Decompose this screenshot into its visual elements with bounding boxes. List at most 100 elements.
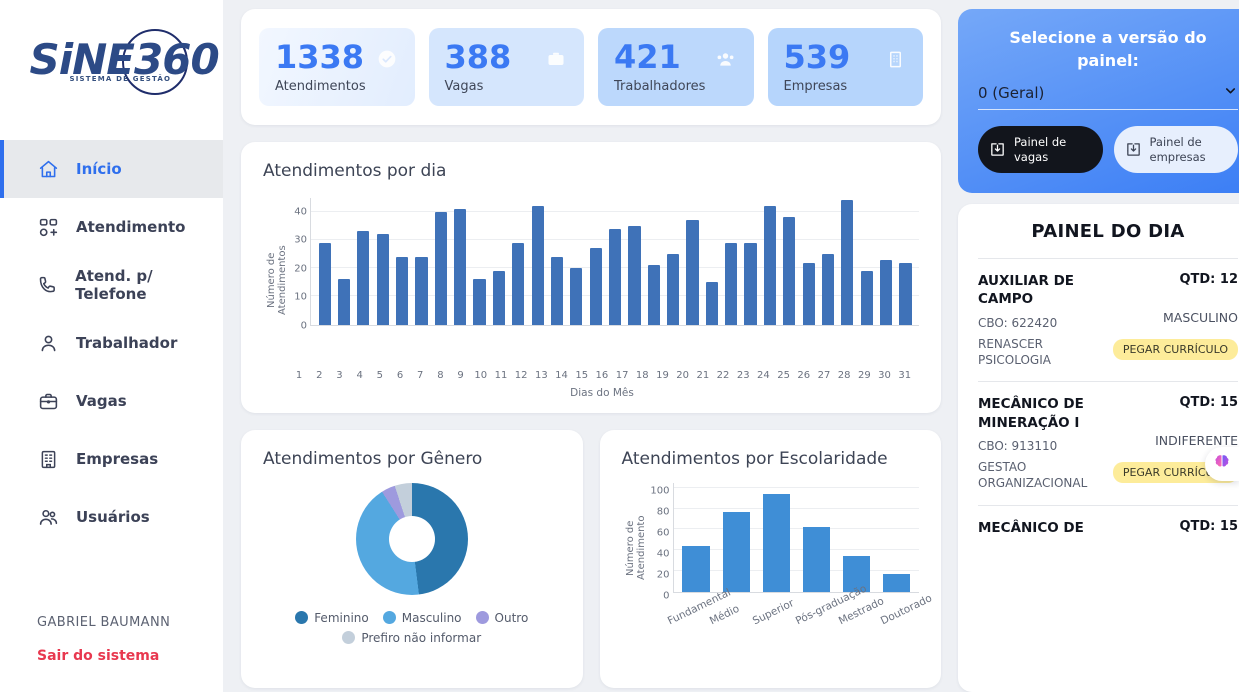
bar[interactable] [376, 234, 389, 325]
sidebar-item-usuarios[interactable]: Usuários [0, 488, 223, 546]
bar-slot [412, 198, 431, 325]
bar[interactable] [647, 265, 660, 325]
legend-item[interactable]: Masculino [382, 611, 462, 625]
logout-link[interactable]: Sair do sistema [37, 648, 160, 664]
bar[interactable] [744, 242, 757, 325]
bar[interactable] [842, 556, 870, 592]
painel-do-dia-card: PAINEL DO DIA AUXILIAR DE CAMPO CBO: 6224… [958, 204, 1239, 692]
legend-item[interactable]: Prefiro não informar [342, 631, 481, 645]
bar[interactable] [589, 248, 602, 325]
bar[interactable] [682, 545, 710, 592]
painel-de-empresas-button[interactable]: Painel de empresas [1113, 126, 1238, 174]
bar[interactable] [725, 242, 738, 325]
current-user-name: GABRIEL BAUMANN [37, 615, 171, 630]
bar[interactable] [357, 231, 370, 325]
gridline [673, 528, 919, 530]
bar[interactable] [686, 220, 699, 325]
x-tick-label: 2 [316, 369, 323, 381]
panel-item[interactable]: MECÂNICO DE QTD: 15 [978, 504, 1238, 550]
bar-slot [586, 198, 605, 325]
bar[interactable] [705, 282, 718, 325]
bar[interactable] [802, 262, 815, 325]
button-label: Painel de vagas [1014, 135, 1067, 164]
version-select[interactable]: 0 (Geral) [978, 83, 1238, 111]
center-column: 1338 Atendimentos 388 Vagas 421 Trabalha… [241, 9, 941, 692]
users-icon [37, 506, 59, 528]
bar-slot [373, 198, 392, 325]
sidebar-item-label: Usuários [76, 508, 150, 526]
bar[interactable] [492, 270, 505, 325]
bar[interactable] [882, 573, 910, 592]
ai-assistant-button[interactable] [1205, 447, 1239, 481]
logo-tagline: SISTEMA DE GESTÃO [69, 75, 172, 83]
bar[interactable] [821, 254, 835, 325]
download-box-icon [1125, 141, 1142, 158]
bar[interactable] [531, 206, 544, 325]
sidebar-footer: GABRIEL BAUMANN Sair do sistema [37, 615, 170, 664]
bar[interactable] [570, 268, 583, 325]
escolaridade-plot-area: Número de Atendimento 0 20 40 60 80 100 [622, 482, 919, 613]
panel-item-gender: MASCULINO [1163, 310, 1238, 326]
bar[interactable] [628, 225, 641, 325]
y-tick-label: 20 [656, 569, 670, 581]
stat-card-atendimentos[interactable]: 1338 Atendimentos [259, 28, 415, 106]
sidebar-item-label: Trabalhador [76, 334, 178, 352]
bar[interactable] [899, 262, 912, 325]
bar-slot [334, 198, 353, 325]
bar[interactable] [762, 494, 790, 592]
y-axis-label: Número de Atendimentos [266, 244, 288, 315]
bar[interactable] [318, 242, 331, 325]
bar-slot [451, 198, 470, 325]
chart-title: Atendimentos por dia [263, 160, 447, 181]
sidebar-item-trabalhador[interactable]: Trabalhador [0, 314, 223, 372]
stat-card-trabalhadores[interactable]: 421 Trabalhadores [598, 28, 754, 106]
bar[interactable] [763, 206, 777, 325]
brain-icon [1212, 452, 1232, 477]
bar[interactable] [880, 259, 893, 325]
bar[interactable] [512, 242, 525, 325]
logo-text: SiNE360 [29, 35, 220, 84]
stat-card-vagas[interactable]: 388 Vagas [428, 28, 584, 106]
bar[interactable] [608, 228, 622, 325]
painel-de-vagas-button[interactable]: Painel de vagas [978, 126, 1103, 174]
sidebar-item-inicio[interactable]: Início [0, 140, 223, 198]
donut-area: Feminino Masculino Outro Prefiro não inform… [263, 482, 561, 645]
sidebar-item-atendimento[interactable]: Atendimento [0, 198, 223, 256]
right-column: Selecione a versão do painel: 0 (Geral) … [958, 9, 1239, 692]
bar[interactable] [454, 208, 467, 325]
bar[interactable] [434, 211, 447, 325]
bar[interactable] [667, 254, 680, 325]
panel-item-gender: INDIFERENTE [1155, 433, 1238, 449]
bar[interactable] [337, 279, 351, 325]
bar[interactable] [550, 256, 564, 325]
bar[interactable] [860, 270, 873, 325]
bar[interactable] [841, 200, 854, 325]
sidebar-item-atend-telefone[interactable]: Atend. p/ Telefone [0, 256, 223, 314]
legend-color-swatch [295, 611, 309, 625]
legend-item[interactable]: Outro [475, 611, 528, 625]
bar[interactable] [396, 256, 409, 325]
logo: SiNE360 SISTEMA DE GESTÃO [0, 0, 223, 118]
logo-name: SiNE [29, 35, 135, 84]
pegar-curriculo-button[interactable]: PEGAR CURRÍCULO [1112, 339, 1238, 361]
main-content: 1338 Atendimentos 388 Vagas 421 Trabalha… [223, 0, 1239, 692]
legend-item[interactable]: Feminino [295, 611, 369, 625]
download-box-icon [989, 141, 1006, 158]
panel-item[interactable]: MECÂNICO DE MINERAÇÃO I CBO: 913110 GESTAO… [978, 381, 1238, 504]
stat-card-empresas[interactable]: 539 Empresas [767, 28, 923, 106]
y-tick-label: 0 [300, 320, 307, 332]
stat-value: 1338 [275, 38, 365, 76]
bar[interactable] [473, 279, 486, 325]
bar-slot [431, 198, 450, 325]
bar[interactable] [783, 217, 796, 325]
sidebar-item-vagas[interactable]: Vagas [0, 372, 223, 430]
briefcase-icon [545, 48, 567, 70]
panel-item-role: MECÂNICO DE MINERAÇÃO I [978, 396, 1084, 431]
bar-slot [354, 198, 373, 325]
sidebar-item-empresas[interactable]: Empresas [0, 430, 223, 488]
bar[interactable] [415, 256, 428, 325]
panel-item[interactable]: AUXILIAR DE CAMPO CBO: 622420 RENASCER PSI… [978, 258, 1238, 381]
x-axis-ticks: 1 2 3 4 5 6 7 8 9 10 11 12 13 14 15 16 17 18 19 20 21 22 23 24 2… [285, 365, 919, 381]
bar[interactable] [722, 511, 750, 592]
bar[interactable] [802, 527, 830, 592]
